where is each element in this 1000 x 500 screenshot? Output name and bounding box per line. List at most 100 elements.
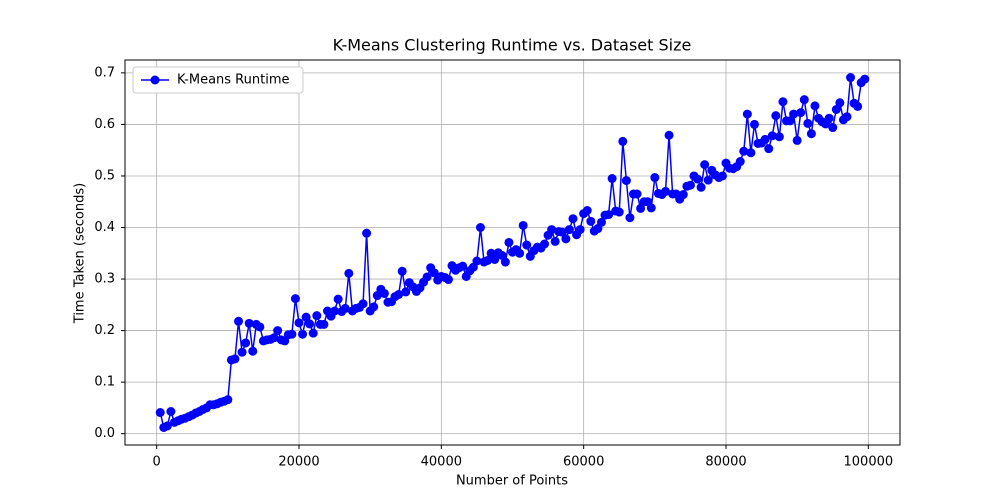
data-point — [739, 146, 749, 156]
data-point — [792, 135, 802, 145]
data-point — [853, 101, 863, 111]
data-point — [789, 109, 799, 119]
x-tick-label: 80000 — [705, 455, 746, 470]
data-point — [636, 203, 646, 213]
data-point — [625, 213, 635, 223]
data-point — [614, 207, 624, 217]
x-tick-label: 0 — [153, 455, 161, 470]
data-point — [540, 239, 550, 249]
data-point — [319, 319, 329, 329]
data-point — [831, 104, 841, 114]
data-point — [735, 157, 745, 167]
data-point — [703, 175, 713, 185]
data-point — [308, 328, 318, 338]
data-point — [369, 302, 379, 312]
data-point — [607, 174, 617, 184]
y-tick-label: 0.7 — [94, 65, 115, 80]
data-point — [294, 318, 304, 328]
data-point — [504, 237, 514, 247]
data-point — [234, 316, 244, 326]
data-point — [618, 136, 628, 146]
data-point — [290, 294, 300, 304]
data-point — [422, 272, 432, 282]
data-point — [241, 338, 251, 348]
data-point — [685, 180, 695, 190]
data-point — [650, 173, 660, 183]
data-point — [767, 131, 777, 141]
data-point — [860, 74, 870, 84]
y-tick-label: 0.0 — [94, 426, 115, 441]
data-point — [774, 132, 784, 142]
y-tick-label: 0.4 — [94, 220, 115, 235]
data-point — [401, 287, 411, 297]
data-point — [806, 129, 816, 139]
data-point — [312, 311, 322, 321]
data-point — [394, 290, 404, 300]
data-point — [661, 186, 671, 196]
data-point — [472, 256, 482, 266]
data-point — [255, 322, 265, 332]
data-point — [842, 112, 852, 122]
legend-label: K-Means Runtime — [177, 73, 289, 88]
data-point — [764, 144, 774, 154]
data-point — [799, 95, 809, 105]
x-tick-label: 20000 — [278, 455, 319, 470]
data-point — [621, 176, 631, 186]
legend-box — [132, 66, 304, 94]
data-point — [237, 347, 247, 357]
data-point — [746, 148, 756, 158]
data-point — [244, 318, 254, 328]
data-point — [301, 312, 311, 322]
data-point — [223, 395, 233, 405]
data-point — [749, 119, 759, 129]
y-tick-label: 0.5 — [94, 168, 115, 183]
data-point — [693, 174, 703, 184]
x-tick-label: 40000 — [421, 455, 462, 470]
data-point — [522, 240, 532, 250]
data-point — [700, 160, 710, 170]
data-point — [162, 421, 172, 431]
data-point — [696, 182, 706, 192]
data-point — [483, 255, 493, 265]
data-point — [604, 210, 614, 220]
data-point — [742, 109, 752, 119]
y-tick-label: 0.2 — [94, 323, 115, 338]
data-point — [305, 319, 315, 329]
plot-frame — [124, 59, 901, 446]
data-point — [575, 225, 585, 235]
data-point — [557, 227, 567, 237]
data-point — [340, 303, 350, 313]
data-point — [632, 189, 642, 199]
data-point — [561, 234, 571, 244]
y-tick-label: 0.6 — [94, 117, 115, 132]
data-point — [568, 214, 578, 224]
data-point — [586, 216, 596, 226]
data-point — [397, 266, 407, 276]
data-point — [664, 130, 674, 140]
data-point — [362, 228, 372, 238]
data-point — [547, 225, 557, 235]
data-point — [379, 288, 389, 298]
data-point — [333, 294, 343, 304]
data-point — [646, 203, 656, 213]
y-tick-label: 0.3 — [94, 272, 115, 287]
data-point — [166, 406, 176, 416]
data-point — [582, 205, 592, 215]
data-point — [796, 108, 806, 118]
data-point — [835, 98, 845, 108]
data-point — [458, 261, 468, 271]
data-point — [155, 408, 165, 418]
y-axis-label: Time Taken (seconds) — [73, 183, 88, 324]
x-axis-label: Number of Points — [456, 474, 568, 489]
data-point — [475, 223, 485, 233]
data-point — [771, 111, 781, 121]
data-point — [298, 329, 308, 339]
data-point — [810, 101, 820, 111]
data-point — [803, 118, 813, 128]
data-point — [287, 329, 297, 339]
x-tick-label: 60000 — [563, 455, 604, 470]
data-point — [230, 354, 240, 364]
data-point — [678, 190, 688, 200]
data-point — [778, 97, 788, 107]
